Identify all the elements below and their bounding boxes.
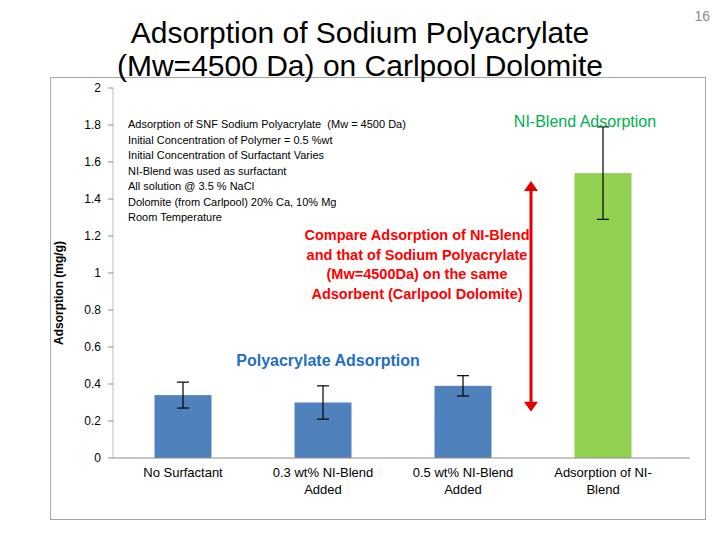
error-bar xyxy=(457,376,469,396)
y-tick-label: 0 xyxy=(94,451,101,465)
page-number: 16 xyxy=(680,8,710,24)
y-tick-label: 0.2 xyxy=(84,414,101,428)
y-tick-label: 1.2 xyxy=(84,229,101,243)
annotation: All solution @ 3.5 % NaCl xyxy=(128,179,458,195)
y-tick xyxy=(108,236,113,237)
annotation: NI-Blend was used as surfactant xyxy=(128,164,458,180)
annotation: Adsorbent (Carlpool Dolomite) xyxy=(292,285,542,305)
y-axis-label: Adsorption (mg/g) xyxy=(52,241,66,345)
y-tick-label: 1.4 xyxy=(84,192,101,206)
y-tick-label: 0.8 xyxy=(84,303,101,317)
y-tick xyxy=(108,199,113,200)
y-tick-label: 1.6 xyxy=(84,155,101,169)
x-tick-label: 0.3 wt% NI-Blend Added xyxy=(261,464,385,498)
y-tick xyxy=(108,458,113,459)
error-bar xyxy=(317,386,329,419)
chart-frame xyxy=(51,78,706,520)
y-tick-label: 1 xyxy=(94,266,101,280)
y-tick xyxy=(108,88,113,89)
x-axis xyxy=(113,458,690,459)
annotation: Room Temperature xyxy=(128,210,458,226)
y-tick-label: 0.4 xyxy=(84,377,101,391)
bar xyxy=(435,386,492,458)
y-tick xyxy=(108,310,113,311)
y-tick xyxy=(108,162,113,163)
y-tick-label: 0.6 xyxy=(84,340,101,354)
annotation: Initial Concentration of Polymer = 0.5 %… xyxy=(128,133,458,149)
error-bar xyxy=(177,382,189,408)
compare-arrow xyxy=(524,181,538,412)
annotation: and that of Sodium Polyacrylate xyxy=(292,246,542,266)
y-tick xyxy=(108,384,113,385)
y-tick xyxy=(108,347,113,348)
annotation: Compare Adsorption of NI-Blend xyxy=(292,226,542,246)
annotation: Dolomite (from Carlpool) 20% Ca, 10% Mg xyxy=(128,195,458,211)
x-tick-label: Adsorption of NI-Blend xyxy=(541,464,665,498)
annotation: NI-Blend Adsorption xyxy=(470,112,700,132)
x-tick-label: 0.5 wt% NI-Blend Added xyxy=(401,464,525,498)
y-tick-label: 1.8 xyxy=(84,118,101,132)
y-tick xyxy=(108,125,113,126)
plot-area xyxy=(155,127,632,458)
error-bar xyxy=(597,127,609,220)
x-tick-label: No Surfactant xyxy=(121,464,245,481)
slide: 0 0.2 0.4 0.6 0.8 1 1.2 1.4 1.6 1.8 2 Adsorption (m… xyxy=(0,0,720,540)
annotation: (Mw=4500Da) on the same xyxy=(292,265,542,285)
annotation: Polyacrylate Adsorption xyxy=(208,351,448,371)
annotation: Initial Concentration of Surfactant Vari… xyxy=(128,148,458,164)
y-tick-label: 2 xyxy=(94,81,101,95)
y-tick xyxy=(108,421,113,422)
chart-title: Adsorption of Sodium Polyacrylate (Mw=45… xyxy=(80,16,640,82)
y-tick xyxy=(108,273,113,274)
annotation: Adsorption of SNF Sodium Polyacrylate (M… xyxy=(128,117,458,133)
